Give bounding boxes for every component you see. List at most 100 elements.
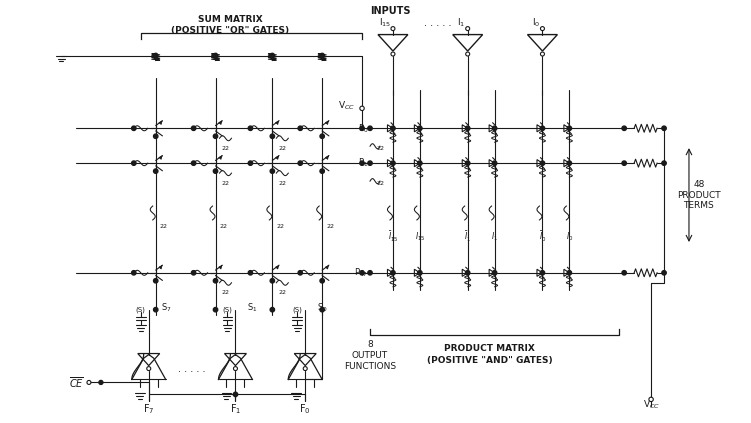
Circle shape xyxy=(360,271,364,275)
Circle shape xyxy=(270,134,275,138)
Text: F$_1$: F$_1$ xyxy=(230,402,241,416)
Polygon shape xyxy=(388,125,393,132)
Polygon shape xyxy=(137,354,160,365)
Text: (S): (S) xyxy=(222,306,232,313)
Circle shape xyxy=(391,126,395,130)
Text: . . . . .: . . . . . xyxy=(178,365,205,374)
Circle shape xyxy=(213,308,218,312)
Circle shape xyxy=(360,106,364,110)
Text: (S): (S) xyxy=(292,306,302,313)
Text: PRODUCT MATRIX
(POSITIVE "AND" GATES): PRODUCT MATRIX (POSITIVE "AND" GATES) xyxy=(427,344,553,365)
Polygon shape xyxy=(294,354,316,365)
Circle shape xyxy=(192,271,196,275)
Polygon shape xyxy=(537,269,542,276)
Text: F$_7$: F$_7$ xyxy=(143,402,155,416)
Circle shape xyxy=(567,161,572,165)
Circle shape xyxy=(234,367,237,371)
Circle shape xyxy=(418,161,422,165)
Text: I$_{15}$: I$_{15}$ xyxy=(379,16,391,29)
Text: $\overline{CE}$: $\overline{CE}$ xyxy=(68,375,83,390)
Circle shape xyxy=(234,392,237,397)
Text: P$_1$: P$_1$ xyxy=(357,157,368,169)
Circle shape xyxy=(99,380,103,385)
Text: S$_7$: S$_7$ xyxy=(161,302,171,314)
Circle shape xyxy=(418,271,422,275)
Text: 22: 22 xyxy=(377,146,385,151)
Text: 22: 22 xyxy=(279,146,286,151)
Circle shape xyxy=(466,271,470,275)
Circle shape xyxy=(153,308,158,312)
Circle shape xyxy=(540,271,544,275)
Circle shape xyxy=(131,161,136,165)
Polygon shape xyxy=(415,269,420,276)
Text: P$_0$: P$_0$ xyxy=(357,122,368,135)
Circle shape xyxy=(391,271,395,275)
Circle shape xyxy=(391,27,395,30)
Polygon shape xyxy=(462,269,468,276)
Circle shape xyxy=(298,271,303,275)
Text: S$_0$: S$_0$ xyxy=(317,302,328,314)
Polygon shape xyxy=(388,269,393,276)
Text: 22: 22 xyxy=(279,181,286,186)
Text: 22: 22 xyxy=(276,225,285,229)
Circle shape xyxy=(662,271,666,275)
Circle shape xyxy=(622,161,626,165)
Text: (S): (S) xyxy=(136,306,146,313)
Circle shape xyxy=(153,134,158,138)
Circle shape xyxy=(368,161,372,165)
Circle shape xyxy=(368,126,372,130)
Polygon shape xyxy=(564,269,569,276)
Circle shape xyxy=(213,53,218,58)
Circle shape xyxy=(303,367,307,371)
Circle shape xyxy=(192,161,196,165)
Circle shape xyxy=(320,53,324,58)
Circle shape xyxy=(146,367,151,371)
Polygon shape xyxy=(453,35,483,51)
Text: . . . . .: . . . . . xyxy=(424,18,451,27)
Text: $I_1$: $I_1$ xyxy=(491,231,498,243)
Circle shape xyxy=(662,161,666,165)
Circle shape xyxy=(493,126,497,130)
Circle shape xyxy=(270,169,275,173)
Circle shape xyxy=(360,126,364,130)
Text: 8
OUTPUT
FUNCTIONS: 8 OUTPUT FUNCTIONS xyxy=(344,340,396,371)
Circle shape xyxy=(131,126,136,130)
Circle shape xyxy=(466,126,470,130)
Text: 22: 22 xyxy=(219,225,228,229)
Circle shape xyxy=(466,27,469,30)
Polygon shape xyxy=(462,125,468,132)
Text: $\bar{I}_{15}$: $\bar{I}_{15}$ xyxy=(388,230,398,244)
Circle shape xyxy=(320,134,324,138)
Text: 22: 22 xyxy=(160,225,167,229)
Text: 22: 22 xyxy=(222,146,230,151)
Circle shape xyxy=(540,126,544,130)
Circle shape xyxy=(131,271,136,275)
Polygon shape xyxy=(537,159,542,167)
Circle shape xyxy=(320,308,324,312)
Polygon shape xyxy=(489,159,495,167)
Text: 22: 22 xyxy=(326,225,334,229)
Circle shape xyxy=(391,161,395,165)
Text: $I_0$: $I_0$ xyxy=(566,231,573,243)
Text: 22: 22 xyxy=(377,181,385,186)
Text: F$_0$: F$_0$ xyxy=(300,402,311,416)
Circle shape xyxy=(249,271,252,275)
Circle shape xyxy=(213,169,218,173)
Circle shape xyxy=(213,279,218,283)
Text: 22: 22 xyxy=(222,181,230,186)
Circle shape xyxy=(541,27,544,30)
Circle shape xyxy=(622,271,626,275)
Circle shape xyxy=(320,279,324,283)
Text: $\bar{I}_1$: $\bar{I}_1$ xyxy=(464,230,472,244)
Circle shape xyxy=(270,53,275,58)
Text: V$_{CC}$: V$_{CC}$ xyxy=(338,99,355,112)
Circle shape xyxy=(249,161,252,165)
Circle shape xyxy=(298,126,303,130)
Circle shape xyxy=(270,308,275,312)
Circle shape xyxy=(153,279,158,283)
Text: 48
PRODUCT
TERMS: 48 PRODUCT TERMS xyxy=(677,180,721,210)
Text: V$_{CC}$: V$_{CC}$ xyxy=(643,398,659,411)
Circle shape xyxy=(493,271,497,275)
Text: 22: 22 xyxy=(222,290,230,295)
Text: S$_1$: S$_1$ xyxy=(247,302,258,314)
